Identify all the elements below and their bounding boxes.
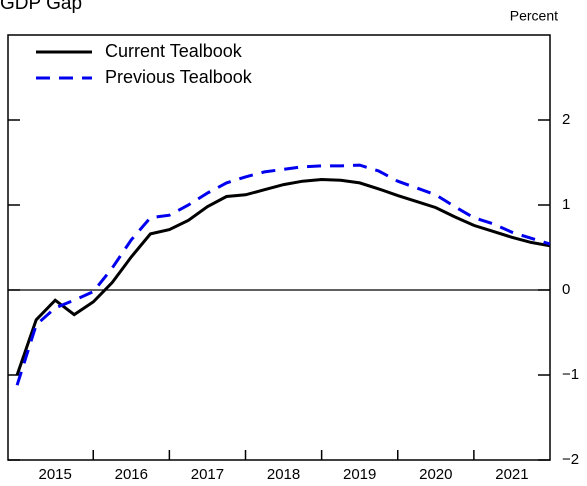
x-tick-label: 2016 (115, 466, 148, 483)
y-axis-label: Percent (510, 8, 558, 24)
legend-label: Previous Tealbook (105, 67, 253, 87)
series-line (15, 177, 551, 376)
plot-frame (7, 34, 551, 461)
x-tick-label: 2018 (267, 466, 300, 483)
y-tick-label: −2 (562, 451, 579, 468)
series-line (15, 163, 551, 386)
chart-title: GDP Gap (0, 0, 82, 14)
y-tick-label: 0 (562, 281, 570, 298)
y-tick-label: 1 (562, 196, 570, 213)
y-tick-label: 2 (562, 111, 570, 128)
x-tick-label: 2015 (39, 466, 72, 483)
x-tick-label: 2021 (495, 466, 528, 483)
legend-label: Current Tealbook (105, 41, 243, 61)
y-tick-label: −1 (562, 366, 579, 383)
x-tick-label: 2020 (419, 466, 452, 483)
x-tick-label: 2019 (343, 466, 376, 483)
x-tick-label: 2017 (191, 466, 224, 483)
